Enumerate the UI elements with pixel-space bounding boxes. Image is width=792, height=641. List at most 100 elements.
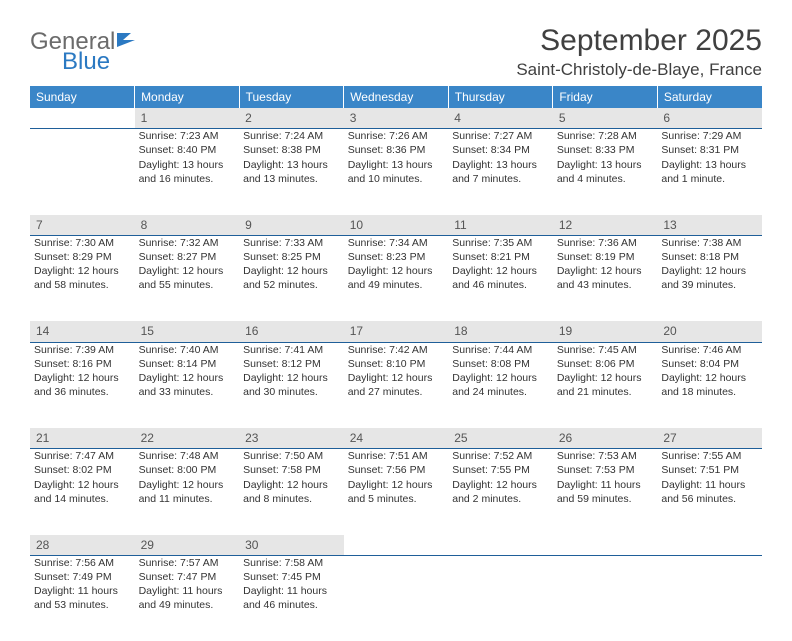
- day-cell-line: Sunrise: 7:42 AM: [348, 343, 445, 357]
- weekday-header: Tuesday: [239, 86, 344, 108]
- day-cell-line: Sunset: 7:53 PM: [557, 463, 654, 477]
- day-cell: Sunrise: 7:30 AMSunset: 8:29 PMDaylight:…: [30, 235, 135, 321]
- day-number-cell: 24: [344, 428, 449, 449]
- day-cell-line: and 2 minutes.: [452, 492, 549, 506]
- day-cell: Sunrise: 7:44 AMSunset: 8:08 PMDaylight:…: [448, 342, 553, 428]
- day-number-cell: 23: [239, 428, 344, 449]
- day-cell-line: Sunset: 7:56 PM: [348, 463, 445, 477]
- day-cell-line: Daylight: 11 hours: [661, 478, 758, 492]
- day-number-cell: 22: [135, 428, 240, 449]
- day-cell-line: and 7 minutes.: [452, 172, 549, 186]
- day-cell-line: Sunset: 8:02 PM: [34, 463, 131, 477]
- day-cell-line: Sunrise: 7:36 AM: [557, 236, 654, 250]
- day-cell-line: Daylight: 12 hours: [452, 371, 549, 385]
- day-cell-line: Sunrise: 7:28 AM: [557, 129, 654, 143]
- day-cell-line: and 49 minutes.: [139, 598, 236, 612]
- day-number-cell: 19: [553, 321, 658, 342]
- day-cell: Sunrise: 7:47 AMSunset: 8:02 PMDaylight:…: [30, 449, 135, 535]
- day-number-cell: 20: [657, 321, 762, 342]
- day-cell: Sunrise: 7:28 AMSunset: 8:33 PMDaylight:…: [553, 129, 658, 215]
- day-number-cell: 3: [344, 108, 449, 129]
- weekday-header: Sunday: [30, 86, 135, 108]
- day-cell-line: and 59 minutes.: [557, 492, 654, 506]
- day-cell-line: Sunset: 7:51 PM: [661, 463, 758, 477]
- day-cell-line: Daylight: 11 hours: [557, 478, 654, 492]
- day-cell-line: Sunrise: 7:56 AM: [34, 556, 131, 570]
- day-cell: Sunrise: 7:53 AMSunset: 7:53 PMDaylight:…: [553, 449, 658, 535]
- day-cell-line: and 39 minutes.: [661, 278, 758, 292]
- day-cell-line: Sunrise: 7:55 AM: [661, 449, 758, 463]
- day-cell-line: Sunset: 8:06 PM: [557, 357, 654, 371]
- day-cell-line: and 21 minutes.: [557, 385, 654, 399]
- day-cell-line: Daylight: 12 hours: [661, 264, 758, 278]
- day-cell-line: and 49 minutes.: [348, 278, 445, 292]
- day-cell-line: and 46 minutes.: [452, 278, 549, 292]
- day-cell-line: and 52 minutes.: [243, 278, 340, 292]
- day-cell-line: Sunrise: 7:39 AM: [34, 343, 131, 357]
- calendar-body: 123456Sunrise: 7:23 AMSunset: 8:40 PMDay…: [30, 108, 762, 641]
- day-number-row: 123456: [30, 108, 762, 129]
- day-cell-line: Sunset: 8:04 PM: [661, 357, 758, 371]
- month-title: September 2025: [516, 24, 762, 58]
- day-cell-line: Daylight: 13 hours: [348, 158, 445, 172]
- day-number-cell: 17: [344, 321, 449, 342]
- day-cell-line: Sunset: 8:16 PM: [34, 357, 131, 371]
- location: Saint-Christoly-de-Blaye, France: [516, 60, 762, 80]
- day-cell-line: Daylight: 13 hours: [139, 158, 236, 172]
- day-cell-line: and 18 minutes.: [661, 385, 758, 399]
- day-number-cell: 1: [135, 108, 240, 129]
- day-cell: Sunrise: 7:55 AMSunset: 7:51 PMDaylight:…: [657, 449, 762, 535]
- day-cell-line: Sunset: 8:08 PM: [452, 357, 549, 371]
- day-cell: [30, 129, 135, 215]
- day-number-cell: [30, 108, 135, 129]
- day-number-cell: 25: [448, 428, 553, 449]
- day-cell-line: Sunrise: 7:52 AM: [452, 449, 549, 463]
- weekday-header: Friday: [553, 86, 658, 108]
- day-cell-line: Daylight: 13 hours: [557, 158, 654, 172]
- logo: General Blue: [30, 24, 137, 74]
- day-cell-line: and 13 minutes.: [243, 172, 340, 186]
- day-cell-line: and 55 minutes.: [139, 278, 236, 292]
- day-cell: Sunrise: 7:58 AMSunset: 7:45 PMDaylight:…: [239, 555, 344, 641]
- day-number-cell: 10: [344, 215, 449, 236]
- day-cell: Sunrise: 7:26 AMSunset: 8:36 PMDaylight:…: [344, 129, 449, 215]
- day-cell-line: and 14 minutes.: [34, 492, 131, 506]
- day-cell-line: Daylight: 12 hours: [139, 478, 236, 492]
- day-cell-line: Daylight: 12 hours: [348, 371, 445, 385]
- day-number-cell: 27: [657, 428, 762, 449]
- day-number-cell: 13: [657, 215, 762, 236]
- day-cell-line: Daylight: 12 hours: [139, 371, 236, 385]
- day-cell-line: and 43 minutes.: [557, 278, 654, 292]
- day-number-row: 282930: [30, 535, 762, 556]
- day-cell: Sunrise: 7:29 AMSunset: 8:31 PMDaylight:…: [657, 129, 762, 215]
- day-cell-line: Sunset: 8:40 PM: [139, 143, 236, 157]
- day-cell: [448, 555, 553, 641]
- day-number-cell: [657, 535, 762, 556]
- day-cell-line: Sunrise: 7:34 AM: [348, 236, 445, 250]
- day-number-row: 21222324252627: [30, 428, 762, 449]
- day-cell-line: Daylight: 12 hours: [348, 264, 445, 278]
- day-cell: Sunrise: 7:57 AMSunset: 7:47 PMDaylight:…: [135, 555, 240, 641]
- calendar-table: SundayMondayTuesdayWednesdayThursdayFrid…: [30, 86, 762, 641]
- day-number-cell: 18: [448, 321, 553, 342]
- day-cell-line: Sunset: 8:18 PM: [661, 250, 758, 264]
- day-cell-line: Daylight: 12 hours: [34, 264, 131, 278]
- day-number-cell: 8: [135, 215, 240, 236]
- weekday-header: Thursday: [448, 86, 553, 108]
- day-cell: Sunrise: 7:33 AMSunset: 8:25 PMDaylight:…: [239, 235, 344, 321]
- day-cell-line: Daylight: 13 hours: [243, 158, 340, 172]
- day-cell-line: Sunrise: 7:45 AM: [557, 343, 654, 357]
- day-cell-line: Sunset: 7:49 PM: [34, 570, 131, 584]
- day-cell-line: Daylight: 12 hours: [243, 264, 340, 278]
- day-cell-line: Sunrise: 7:47 AM: [34, 449, 131, 463]
- day-cell: Sunrise: 7:34 AMSunset: 8:23 PMDaylight:…: [344, 235, 449, 321]
- day-cell-line: and 58 minutes.: [34, 278, 131, 292]
- weekday-header: Monday: [135, 86, 240, 108]
- day-cell-line: and 11 minutes.: [139, 492, 236, 506]
- day-cell-line: Daylight: 11 hours: [34, 584, 131, 598]
- day-cell: Sunrise: 7:35 AMSunset: 8:21 PMDaylight:…: [448, 235, 553, 321]
- day-cell-line: and 30 minutes.: [243, 385, 340, 399]
- day-cell: Sunrise: 7:46 AMSunset: 8:04 PMDaylight:…: [657, 342, 762, 428]
- day-number-cell: 21: [30, 428, 135, 449]
- day-cell-line: and 8 minutes.: [243, 492, 340, 506]
